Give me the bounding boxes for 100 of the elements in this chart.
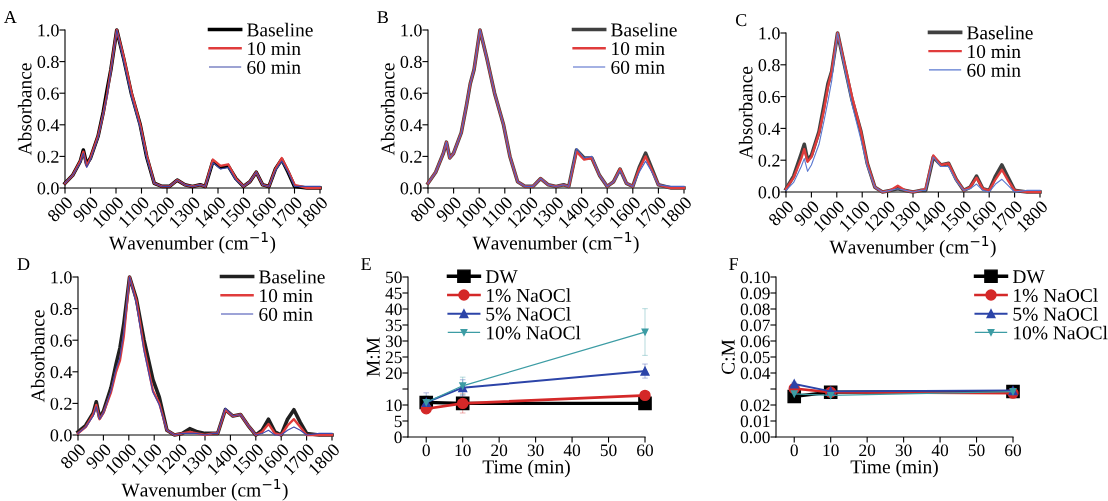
x-tick-label: 30 [895, 444, 912, 457]
legend-label: DW [485, 270, 518, 284]
y-tick-label: 0.04 [740, 367, 771, 380]
y-tick-label: 1.0 [51, 271, 72, 284]
legend-label: 5% NaOCl [1013, 307, 1098, 321]
y-tick-label: 20 [385, 367, 402, 380]
y-axis-title: Absorbance [380, 63, 395, 156]
y-tick-label: 0.0 [400, 182, 422, 195]
x-axis-title: Wavenumber (cm$^{−1}$) [472, 232, 639, 254]
legend-label: Baseline [611, 22, 677, 37]
x-axis-title: Wavenumber (cm$^{−1}$) [108, 232, 276, 254]
y-tick-label: 0.00 [740, 431, 770, 444]
x-tick-label: 50 [600, 444, 617, 457]
x-tick-label: 800 [59, 442, 87, 470]
x-tick-label: 20 [859, 444, 876, 457]
chart-title: A [3, 11, 17, 23]
y-axis-title: Absorbance [738, 66, 753, 159]
x-tick-label: 40 [563, 444, 581, 457]
y-tick-label: 0.8 [400, 55, 422, 69]
legend-label: Baseline [259, 269, 325, 284]
y-tick-label: 1.0 [759, 27, 780, 40]
x-tick-label: 30 [527, 444, 544, 457]
chart-title: B [377, 11, 388, 24]
chart-title: E [361, 258, 371, 270]
y-tick-label: 1.0 [401, 24, 422, 37]
y-axis-title: Absorbance [30, 310, 45, 403]
y-tick-label: 0.0 [37, 182, 59, 195]
y-tick-label: 1.0 [38, 24, 59, 37]
y-tick-label: 0.05 [740, 351, 770, 364]
y-tick-label: 30 [385, 335, 402, 348]
x-tick-label: 800 [767, 199, 795, 227]
legend-label: 10% NaOCl [487, 325, 581, 340]
legend-label: Baseline [967, 25, 1033, 40]
y-tick-label: 0.07 [740, 319, 770, 332]
y-tick-label: 0.4 [400, 119, 423, 132]
y-tick-label: 5 [394, 415, 402, 428]
legend-label: 60 min [967, 63, 1021, 77]
x-tick-label: 50 [968, 444, 985, 457]
x-tick-label: 0 [790, 444, 798, 457]
x-tick-label: 60 [637, 444, 654, 457]
y-tick-label: 35 [385, 319, 402, 332]
legend-label: 60 min [247, 60, 301, 74]
y-tick-label: 25 [385, 351, 402, 364]
legend-label: 60 min [259, 307, 313, 321]
y-tick-label: 0.6 [37, 87, 59, 100]
chart-title: D [17, 258, 30, 271]
y-tick-label: 0.06 [740, 335, 770, 348]
y-tick-label: 0.2 [400, 150, 422, 163]
x-tick-label: 60 [1005, 444, 1022, 457]
y-tick-label: 0.8 [50, 302, 72, 316]
legend-label: 10 min [260, 289, 313, 303]
y-tick-label: 40 [385, 303, 402, 316]
y-tick-label: 50 [386, 271, 402, 284]
y-tick-label: 0.6 [50, 334, 72, 347]
y-tick-label: 0.8 [37, 55, 59, 69]
legend-label: DW [1012, 270, 1045, 284]
y-tick-label: 0.2 [50, 397, 72, 410]
y-tick-label: 0.01 [740, 415, 770, 428]
x-tick-label: 40 [931, 444, 949, 457]
x-axis-title: Wavenumber (cm$^{−1}$) [121, 479, 288, 501]
y-tick-label: 0.2 [37, 150, 59, 163]
y-axis-title: Absorbance [17, 63, 32, 156]
x-tick-label: 800 [46, 195, 74, 223]
y-tick-label: 0.6 [758, 90, 780, 104]
x-tick-label: 800 [409, 195, 437, 223]
y-tick-label: 0.4 [50, 366, 73, 379]
y-tick-label: 0.0 [50, 429, 72, 442]
x-tick-label: 10 [455, 444, 471, 457]
legend-label: 10 min [248, 42, 301, 56]
y-tick-label: 45 [385, 287, 402, 300]
y-tick-label: 0.2 [758, 154, 780, 167]
legend-label: 1% NaOCl [1014, 288, 1098, 303]
y-tick-label: 0.4 [37, 119, 60, 132]
legend-label: 5% NaOCl [486, 307, 571, 321]
y-tick-label: 0 [394, 431, 402, 444]
legend-label: 60 min [611, 60, 665, 74]
chart-title: C [735, 14, 747, 27]
y-tick-label: 0.0 [758, 186, 780, 199]
y-tick-label: 0.09 [740, 287, 770, 300]
x-tick-label: 20 [491, 444, 508, 457]
y-tick-label: 0.4 [758, 122, 781, 135]
y-tick-label: 0.08 [740, 303, 770, 316]
y-axis-title: C:M [721, 339, 735, 375]
legend-label: Baseline [247, 22, 313, 37]
x-tick-label: 0 [422, 444, 430, 457]
legend-label: 10 min [612, 42, 665, 56]
legend-label: 10 min [968, 44, 1021, 59]
y-tick-label: 0.02 [740, 399, 770, 412]
y-tick-label: 0.10 [740, 271, 770, 284]
legend-label: 1% NaOCl [487, 288, 571, 303]
legend-label: 10% NaOCl [1014, 325, 1108, 340]
x-axis-title: Time (min) [482, 459, 570, 478]
x-axis-title: Wavenumber (cm$^{−1}$) [829, 236, 996, 258]
y-tick-label: 0.8 [758, 59, 780, 72]
x-tick-label: 10 [823, 444, 839, 457]
y-axis-title: M:M [366, 337, 380, 377]
y-tick-label: 10 [386, 399, 402, 412]
y-tick-label: 0.6 [400, 87, 422, 100]
chart-title: F [729, 258, 738, 270]
x-axis-title: Time (min) [850, 459, 938, 478]
